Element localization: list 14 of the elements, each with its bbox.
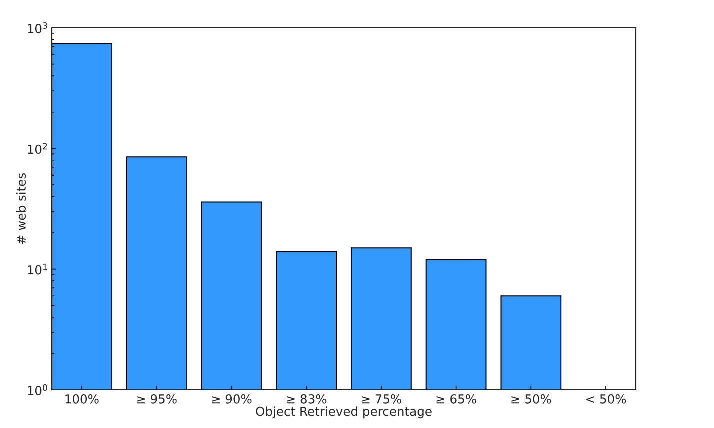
x-tick-label: ≥ 75% <box>362 394 402 404</box>
y-tick-label: 10$^{0}$ <box>28 384 48 396</box>
x-tick-label: ≥ 95% <box>137 394 177 404</box>
x-tick-label: ≥ 65% <box>436 394 476 404</box>
y-tick-label: 10$^{3}$ <box>28 22 48 34</box>
x-tick-label: < 50% <box>586 394 626 404</box>
x-axis-title: Object Retrieved percentage <box>256 406 432 419</box>
x-tick-label: ≥ 83% <box>287 394 327 404</box>
y-tick-label: 10$^{2}$ <box>28 143 48 154</box>
x-tick-label: 100% <box>66 394 99 404</box>
y-tick-label: 10$^{1}$ <box>28 264 48 275</box>
y-axis-title: # web sites <box>16 174 26 244</box>
x-tick-label: ≥ 50% <box>512 394 552 404</box>
x-tick-label: ≥ 90% <box>212 394 252 404</box>
